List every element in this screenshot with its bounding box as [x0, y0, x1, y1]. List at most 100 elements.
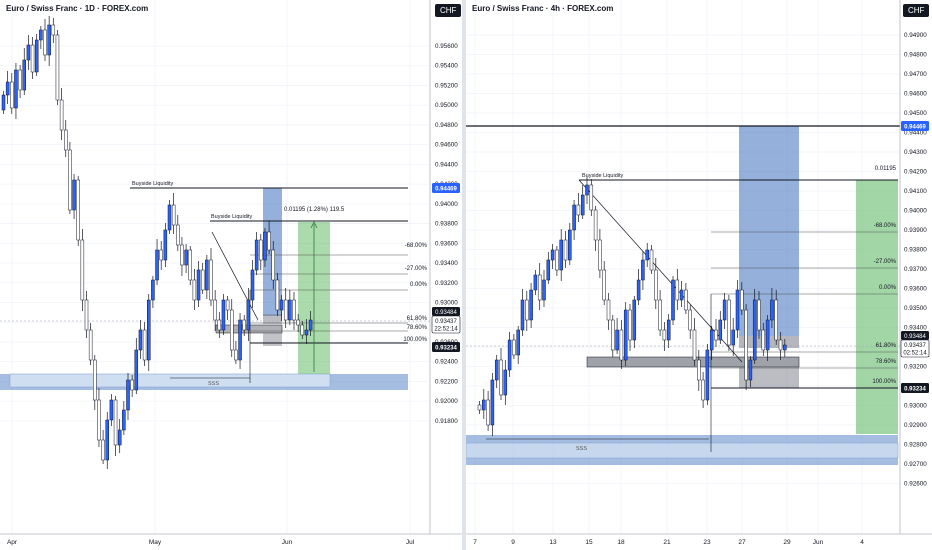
candle — [122, 401, 126, 435]
fib-label-m68: -68.00% — [405, 243, 428, 249]
y-tick-label: 0.93800 — [435, 221, 458, 228]
candle — [525, 291, 529, 331]
trendline — [211, 231, 259, 321]
x-tick-label: 23 — [703, 539, 711, 546]
y-tick-label: 0.94000 — [904, 208, 927, 215]
level-price-tag — [901, 121, 929, 131]
candle — [666, 314, 671, 348]
candle — [80, 229, 85, 311]
candle — [105, 412, 109, 469]
candle — [735, 280, 740, 338]
level-price-tag — [432, 183, 460, 193]
sss-inner-box — [9, 373, 331, 388]
candle — [602, 261, 606, 305]
candle — [192, 269, 197, 310]
candle — [34, 34, 39, 76]
candle — [714, 319, 718, 347]
candle — [697, 350, 701, 391]
candle — [68, 142, 72, 214]
risk-zone — [263, 314, 282, 324]
candle — [26, 35, 31, 70]
right-currency-badge[interactable]: CHF — [903, 4, 930, 17]
y-tick-label: 0.94000 — [435, 201, 458, 208]
candle — [97, 388, 101, 447]
left-chart-svg[interactable]: Buyside Liquidity Buyside Liquidity 0.01… — [0, 0, 462, 550]
candle — [155, 239, 159, 285]
y-tick-label: 0.93400 — [435, 260, 458, 267]
candle — [679, 281, 684, 307]
bid-price-text: 0.93234 — [435, 346, 457, 352]
candle — [283, 288, 288, 328]
candle — [705, 344, 710, 405]
candle — [10, 73, 14, 114]
y-tick-label: 0.94800 — [435, 122, 458, 129]
candle — [537, 263, 542, 310]
y-tick-label: 0.94800 — [904, 52, 927, 59]
candle — [499, 348, 503, 400]
candle — [51, 18, 56, 43]
y-tick-label: 0.94500 — [904, 110, 927, 117]
x-tick-label: 29 — [783, 539, 791, 546]
y-tick-label: 0.93400 — [904, 325, 927, 332]
y-tick-label: 0.92700 — [904, 461, 927, 468]
y-tick-label: 0.92400 — [435, 359, 458, 366]
x-tick-label: 15 — [585, 539, 593, 546]
fib-label-m27: -27.00% — [405, 266, 428, 272]
candle — [512, 334, 516, 359]
candle — [658, 290, 662, 336]
ask-price-tag — [432, 307, 460, 316]
left-chart-panel[interactable]: Buyside Liquidity Buyside Liquidity 0.01… — [0, 0, 462, 550]
candle — [757, 291, 761, 339]
candle — [88, 323, 93, 365]
candle — [30, 37, 35, 79]
candle — [507, 332, 512, 377]
candle — [205, 255, 209, 299]
candle — [5, 71, 10, 104]
candle — [47, 16, 51, 66]
candle — [221, 294, 226, 335]
candle — [770, 288, 774, 328]
candle — [171, 193, 176, 234]
right-chart-svg[interactable]: Buyside Liquidity 0.01195 -68.00% -27.00… — [466, 0, 932, 550]
y-tick-label: 0.95400 — [435, 63, 458, 70]
buyside-label: Buyside Liquidity — [582, 173, 624, 179]
candle — [671, 276, 675, 325]
candle — [718, 311, 723, 344]
y-tick-label: 0.94400 — [904, 130, 927, 137]
y-tick-label: 0.92600 — [904, 481, 927, 488]
candle — [200, 263, 205, 294]
y-tick-label: 0.94400 — [435, 161, 458, 168]
right-chart-panel[interactable]: Buyside Liquidity 0.01195 -68.00% -27.00… — [466, 0, 932, 550]
candle — [748, 356, 753, 387]
y-tick-label: 0.93600 — [435, 240, 458, 247]
left-currency-badge[interactable]: CHF — [435, 4, 462, 17]
candle — [43, 19, 47, 61]
fib-label-0: 0.00% — [410, 282, 428, 288]
stop-zone — [263, 333, 282, 346]
candle — [486, 391, 490, 431]
candle — [196, 261, 201, 307]
fib-label-100: 100.00% — [872, 379, 896, 385]
y-tick-label: 0.94700 — [904, 71, 927, 78]
x-tick-label: 4 — [860, 539, 864, 546]
countdown-text: 02:52:14 — [903, 351, 927, 357]
fib-label-618: 61.80% — [876, 343, 897, 349]
candle — [151, 276, 155, 308]
candle — [134, 338, 139, 394]
candle — [230, 299, 234, 357]
fib-label-100: 100.00% — [403, 337, 427, 343]
candle — [1, 91, 6, 114]
candle — [752, 289, 757, 364]
candle — [59, 88, 64, 140]
candle — [641, 251, 645, 290]
candle — [563, 231, 568, 268]
fib-label-0: 0.00% — [879, 285, 897, 291]
candle — [533, 270, 538, 295]
buyside-label-2: Buyside Liquidity — [211, 214, 253, 220]
y-tick-label: 0.95000 — [435, 102, 458, 109]
candle — [72, 174, 76, 219]
candle — [593, 206, 598, 251]
y-tick-label: 0.93700 — [904, 266, 927, 273]
bid-price-tag — [432, 342, 460, 352]
bid-price-text: 0.93234 — [904, 387, 926, 393]
